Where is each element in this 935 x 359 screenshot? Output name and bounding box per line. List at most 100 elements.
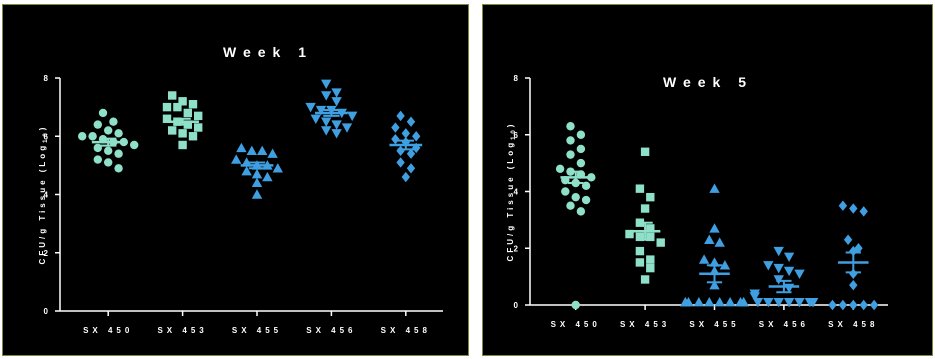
y-tick-label: 4 [514,188,519,197]
data-point [178,97,187,106]
data-point [656,238,665,247]
data-point [162,114,172,123]
x-tick-label-sx-453: SX 453 [157,326,207,335]
data-point [646,192,655,202]
data-point [646,255,655,264]
y-tick-label: 4 [44,191,49,200]
data-point [869,299,879,311]
data-point [162,102,172,112]
data-point [321,91,332,101]
data-point [752,297,764,308]
data-point [635,246,645,256]
chart-title: Week 1 [223,44,313,60]
data-point [401,171,410,183]
data-point [331,120,342,130]
data-point [331,129,342,139]
series-sx-458 [389,110,423,183]
data-point [704,296,715,307]
data-point [78,132,87,141]
data-point [625,229,634,239]
data-point [581,181,591,191]
y-tick-label: 6 [44,132,49,141]
data-point [114,129,123,138]
data-point [98,108,108,118]
x-tick-label-sx-450: SX 450 [83,326,133,335]
data-point [406,148,416,159]
data-point [321,117,332,127]
data-point [587,173,596,182]
data-point [321,79,332,90]
data-point [347,111,358,122]
week-1-chart-panel: Week 1 0 2 4 6 8 CFU/g Tissue (Log10) SX 450 SX … [2,4,469,356]
y-axis-label: CFU/g Tissue (Log10) [38,125,49,265]
data-point [683,296,694,307]
data-point [412,131,421,142]
data-point [571,300,580,310]
data-point [843,234,853,245]
series-sx-453 [162,91,203,150]
chart-title: Week 5 [663,74,753,90]
data-point [114,149,123,158]
data-point [321,126,332,136]
data-point [168,126,177,135]
data-point [396,145,405,157]
data-point [104,126,113,135]
y-axis-label: CFU/g Tissue (Log10) [506,122,517,262]
data-point [331,88,342,98]
data-point [581,195,591,205]
data-point [114,164,123,173]
data-point [231,154,242,164]
data-point [104,158,113,167]
data-point [194,123,203,132]
y-tick-label: 6 [514,131,519,140]
data-point [640,275,650,284]
data-point [646,224,655,233]
y-tick-label: 8 [514,74,519,83]
series-sx-455 [231,142,283,199]
data-point [640,204,650,213]
data-point [709,279,720,290]
data-point [130,140,139,150]
data-point [566,150,575,159]
data-point [396,110,405,122]
data-point [635,258,645,267]
data-point [183,108,192,118]
data-point [241,166,252,176]
data-point [724,296,736,307]
x-tick-label-sx-455: SX 455 [232,326,282,335]
series-sx-456 [749,246,819,308]
x-tick-label-sx-455: SX 455 [689,320,739,329]
data-point [406,116,416,127]
x-tick-label-sx-456: SX 456 [759,320,809,329]
data-point [763,261,774,271]
data-point [763,297,774,308]
data-point [849,279,858,291]
data-point [93,155,103,164]
data-point [576,158,586,168]
data-point [828,299,837,311]
data-point [709,223,720,233]
data-point [640,147,650,156]
data-point [849,299,858,311]
data-point [714,296,725,307]
data-point [251,189,263,199]
data-point [576,144,586,154]
data-point [178,140,187,150]
y-tick-label: 2 [44,249,49,258]
data-point [794,269,805,279]
data-point [93,143,103,153]
data-point [646,232,655,242]
series-sx-450 [555,122,596,310]
data-point [646,263,655,273]
y-tick-label: 0 [44,307,49,316]
data-point [173,102,182,112]
data-point [838,299,848,311]
data-point [773,246,784,257]
data-point [783,252,795,262]
data-point [194,111,203,121]
y-tick-label: 2 [514,244,519,253]
data-point [693,296,705,307]
x-tick-label-sx-453: SX 453 [620,320,670,329]
data-point [849,203,858,214]
data-point [272,163,283,173]
